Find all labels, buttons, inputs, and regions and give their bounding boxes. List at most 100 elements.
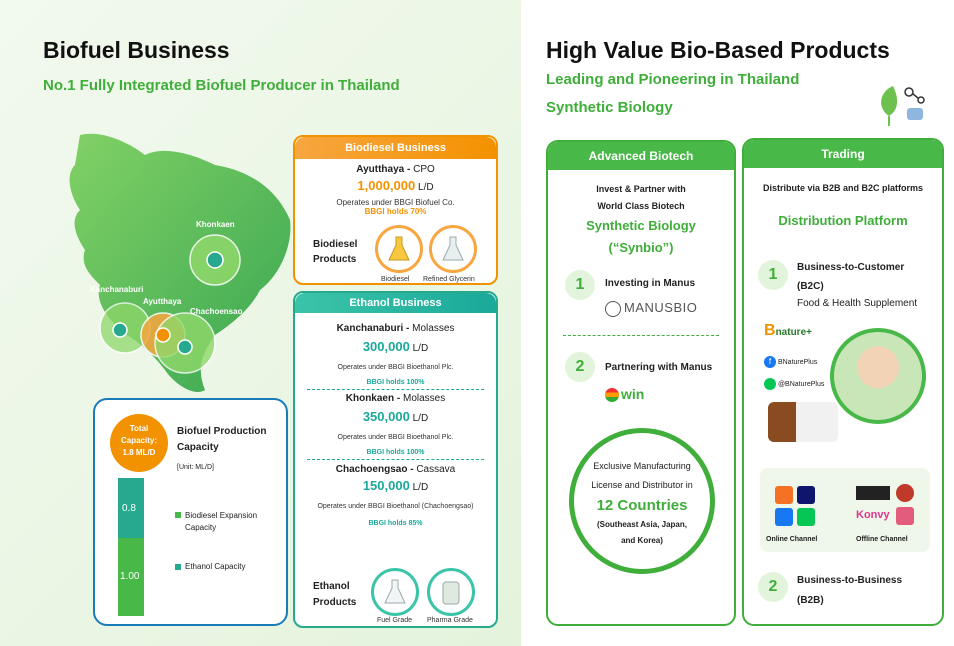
biodiesel-operator: Operates under BBGI Biofuel Co.: [336, 198, 455, 207]
b2c-title-2: (B2C): [797, 281, 824, 292]
biofuel-title: Biofuel Business: [43, 37, 230, 63]
b2b-title-2: (B2B): [797, 595, 824, 606]
plant-capacity: 350,000: [362, 409, 410, 424]
ethanol-bar: [118, 538, 144, 616]
channels-box: Konvy Online Channel Offline Channel: [760, 468, 930, 552]
advanced-intro: Invest & Partner with World Class Biotec…: [548, 181, 734, 215]
pharma-grade-label: Pharma Grade: [427, 617, 473, 624]
plant-unit: L/D: [409, 343, 429, 354]
ethanol-header: Ethanol Business: [295, 293, 496, 313]
shopee-icon[interactable]: [775, 486, 793, 504]
capacity-title: Biofuel Production Capacity: [177, 424, 266, 456]
line-handle: @BNaturePlus: [764, 378, 824, 390]
ethanol-products-label: Ethanol Products: [313, 579, 356, 611]
online-channel-label: Online Channel: [766, 536, 818, 543]
biobased-title: High Value Bio-Based Products: [546, 37, 890, 63]
regions: (Southeast Asia, Japan, and Korea): [574, 517, 710, 549]
ethanol-bar-value: 1.00: [120, 571, 140, 582]
biodiesel-products-label-2: Products: [313, 254, 357, 265]
total-capacity-badge: Total Capacity: 1.8 ML/D: [110, 414, 168, 472]
advanced-intro-1: Invest & Partner with: [596, 184, 686, 194]
biodiesel-bar: [118, 478, 144, 538]
biobased-subtitle-2: Synthetic Biology: [546, 99, 673, 116]
advanced-biotech-header: Advanced Biotech: [548, 142, 734, 170]
plant-operator: Operates under BBGI Bioethanol (Chachoen…: [317, 503, 474, 510]
bottle-icon: [442, 581, 460, 605]
license-circle: Exclusive Manufacturing License and Dist…: [569, 428, 715, 574]
win-logo-text: win: [621, 386, 645, 402]
biodiesel-capacity: 1,000,000: [357, 178, 416, 193]
biobased-subtitle-1: Leading and Pioneering in Thailand: [546, 71, 800, 88]
synbio-2: (“Synbio”): [608, 240, 674, 255]
b2c-number: 1: [758, 260, 788, 290]
manus-logo-text: MANUSBIO: [624, 300, 698, 315]
biodiesel-bar-value: 0.8: [122, 503, 136, 514]
biodiesel-unit: L/D: [415, 182, 434, 193]
fuel-grade-label: Fuel Grade: [377, 617, 413, 624]
facebook-icon: f: [764, 356, 776, 368]
capacity-box: Biofuel Production Capacity [Unit: ML/D]…: [93, 398, 288, 626]
biodiesel-card: Biodiesel Business Ayutthaya - CPO 1,000…: [293, 135, 498, 285]
map-label-ayutthaya: Ayutthaya: [143, 297, 182, 306]
legend-biodiesel-2: Capacity: [185, 523, 217, 532]
offline-channel-label: Offline Channel: [856, 536, 908, 543]
step-1-number: 1: [565, 270, 595, 300]
divider: [563, 335, 719, 336]
biodiesel-location: Ayutthaya -: [356, 164, 414, 175]
boots-logo-icon: [896, 484, 914, 502]
bnature-logo-text: nature+: [775, 327, 812, 338]
biofuel-subtitle: No.1 Fully Integrated Biofuel Producer i…: [43, 77, 400, 94]
lazada-icon[interactable]: [797, 486, 815, 504]
ethanol-plant-line: Kanchanaburi - Molasses: [295, 323, 496, 334]
divider: [307, 389, 484, 390]
b2c-title-1: Business-to-Customer: [797, 262, 905, 273]
plant-holds: BBGI holds 100%: [366, 449, 425, 456]
facebook-handle-text: BNaturePlus: [777, 358, 818, 366]
flask-icon: [384, 579, 406, 604]
legend-ethanol-swatch: [175, 564, 181, 570]
line-handle-text: @BNaturePlus: [777, 380, 825, 388]
trading-intro: Distribute via B2B and B2C platforms: [762, 183, 924, 193]
total-label-1: Total: [129, 424, 149, 433]
capacity-title-2: Capacity: [177, 442, 219, 453]
plant-feedstock: Cassava: [416, 464, 456, 475]
partnering-with-manus: Partnering with Manus: [605, 362, 713, 373]
store-logo-icon: [856, 486, 890, 500]
plant-capacity: 150,000: [362, 478, 410, 493]
line-shop-icon[interactable]: [797, 508, 815, 526]
biodiesel-location-line: Ayutthaya - CPO: [295, 164, 496, 175]
plant-operator: Operates under BBGI Bioethanol Plc.: [337, 364, 454, 371]
biodiesel-header: Biodiesel Business: [295, 137, 496, 159]
pharma-grade-icon: [427, 568, 475, 616]
manus-logo: MANUSBIO: [605, 300, 697, 317]
facebook-shop-icon[interactable]: [775, 508, 793, 526]
regions-2: and Korea): [621, 536, 663, 545]
supplement-products-image: [768, 402, 838, 442]
ethanol-card: Ethanol Business Kanchanaburi - Molasses…: [293, 291, 498, 628]
investing-in-manus: Investing in Manus: [605, 278, 696, 289]
facebook-handle: f BNaturePlus: [764, 356, 817, 368]
countries-count: 12 Countries: [596, 497, 688, 514]
legend-biodiesel-swatch: [175, 512, 181, 518]
thailand-map: [69, 133, 291, 393]
legend-ethanol: Ethanol Capacity: [185, 562, 246, 571]
plant-operator: Operates under BBGI Bioethanol Plc.: [337, 434, 454, 441]
ethanol-plant-capacity: 350,000 L/D: [295, 408, 496, 426]
ethanol-plant-line: Chachoengsao - Cassava: [295, 464, 496, 475]
b2b-number: 2: [758, 572, 788, 602]
plant-location: Khonkaen -: [345, 393, 403, 404]
b2c-description: Food & Health Supplement: [797, 298, 918, 309]
plant-location: Chachoengsao -: [335, 464, 417, 475]
ethanol-plant-line: Khonkaen - Molasses: [295, 393, 496, 404]
plant-holds: BBGI holds 85%: [368, 520, 423, 527]
advanced-intro-2: World Class Biotech: [597, 201, 685, 211]
ethanol-plant-capacity: 150,000 L/D: [295, 477, 496, 495]
trading-card: Trading Distribute via B2B and B2C platf…: [742, 138, 944, 626]
synbio-title: Synthetic Biology (“Synbio”): [548, 215, 734, 259]
total-label-2: Capacity:: [120, 436, 157, 445]
capacity-unit: [Unit: ML/D]: [177, 464, 214, 471]
line-icon: [764, 378, 776, 390]
legend-biodiesel-1: Biodiesel Expansion: [185, 511, 258, 520]
total-label-3: 1.8 ML/D: [122, 448, 156, 457]
manus-logo-icon: [605, 300, 621, 317]
